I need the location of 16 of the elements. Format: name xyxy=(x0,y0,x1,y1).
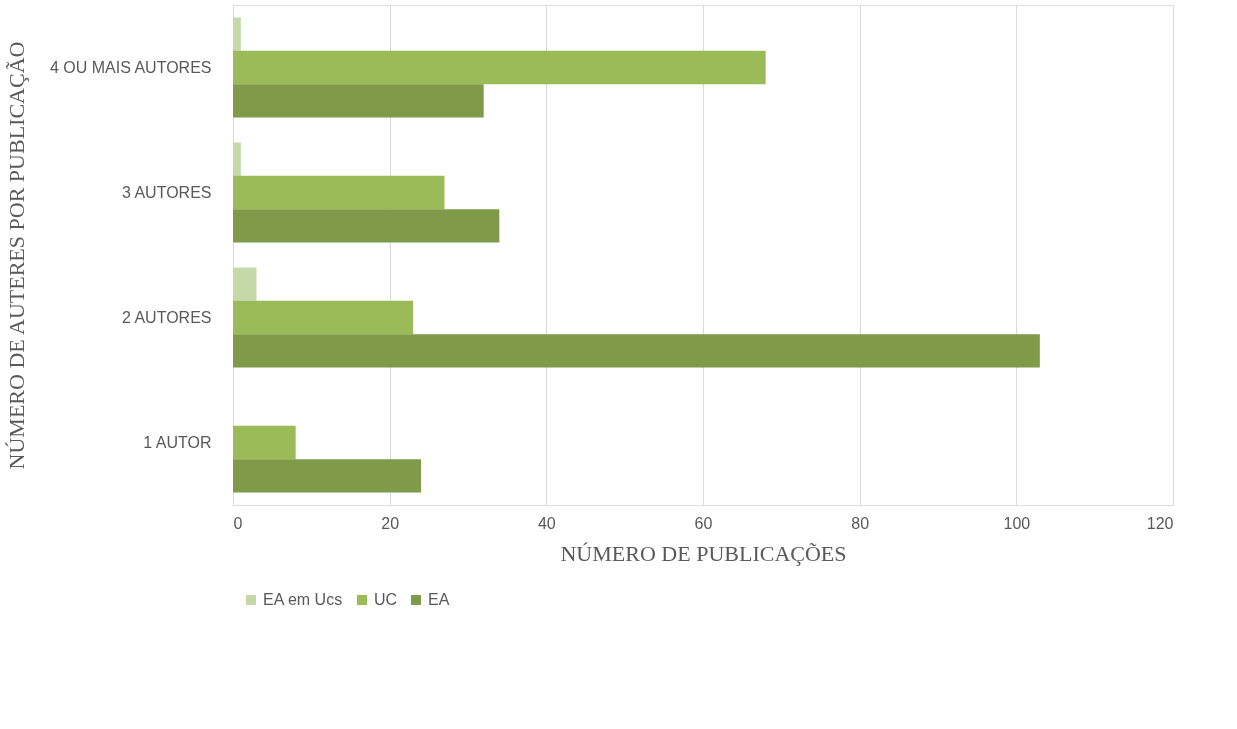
y-tick-label: 3 AUTORES xyxy=(121,183,212,201)
x-tick-label: 100 xyxy=(1003,514,1031,532)
x-tick-label: 0 xyxy=(233,514,243,532)
x-tick-label: 40 xyxy=(537,514,556,532)
x-tick-label: 60 xyxy=(694,514,713,532)
legend-label: UC xyxy=(374,591,398,608)
x-tick-label: 80 xyxy=(851,514,870,532)
y-tick-label: 1 AUTOR xyxy=(143,433,212,451)
x-axis-title: NÚMERO DE PUBLICAÇÕES xyxy=(560,540,847,566)
legend-label: EA em Ucs xyxy=(263,591,343,608)
legend-label: EA xyxy=(428,591,450,608)
x-tick-label: 20 xyxy=(381,514,400,532)
y-tick-label: 2 AUTORES xyxy=(121,308,212,326)
x-tick-label: 120 xyxy=(1146,514,1174,532)
y-tick-label: 4 OU MAIS AUTORES xyxy=(49,58,212,76)
y-axis-title: NÚMERO DE AUTERES POR PUBLICAÇÃO xyxy=(4,41,30,470)
